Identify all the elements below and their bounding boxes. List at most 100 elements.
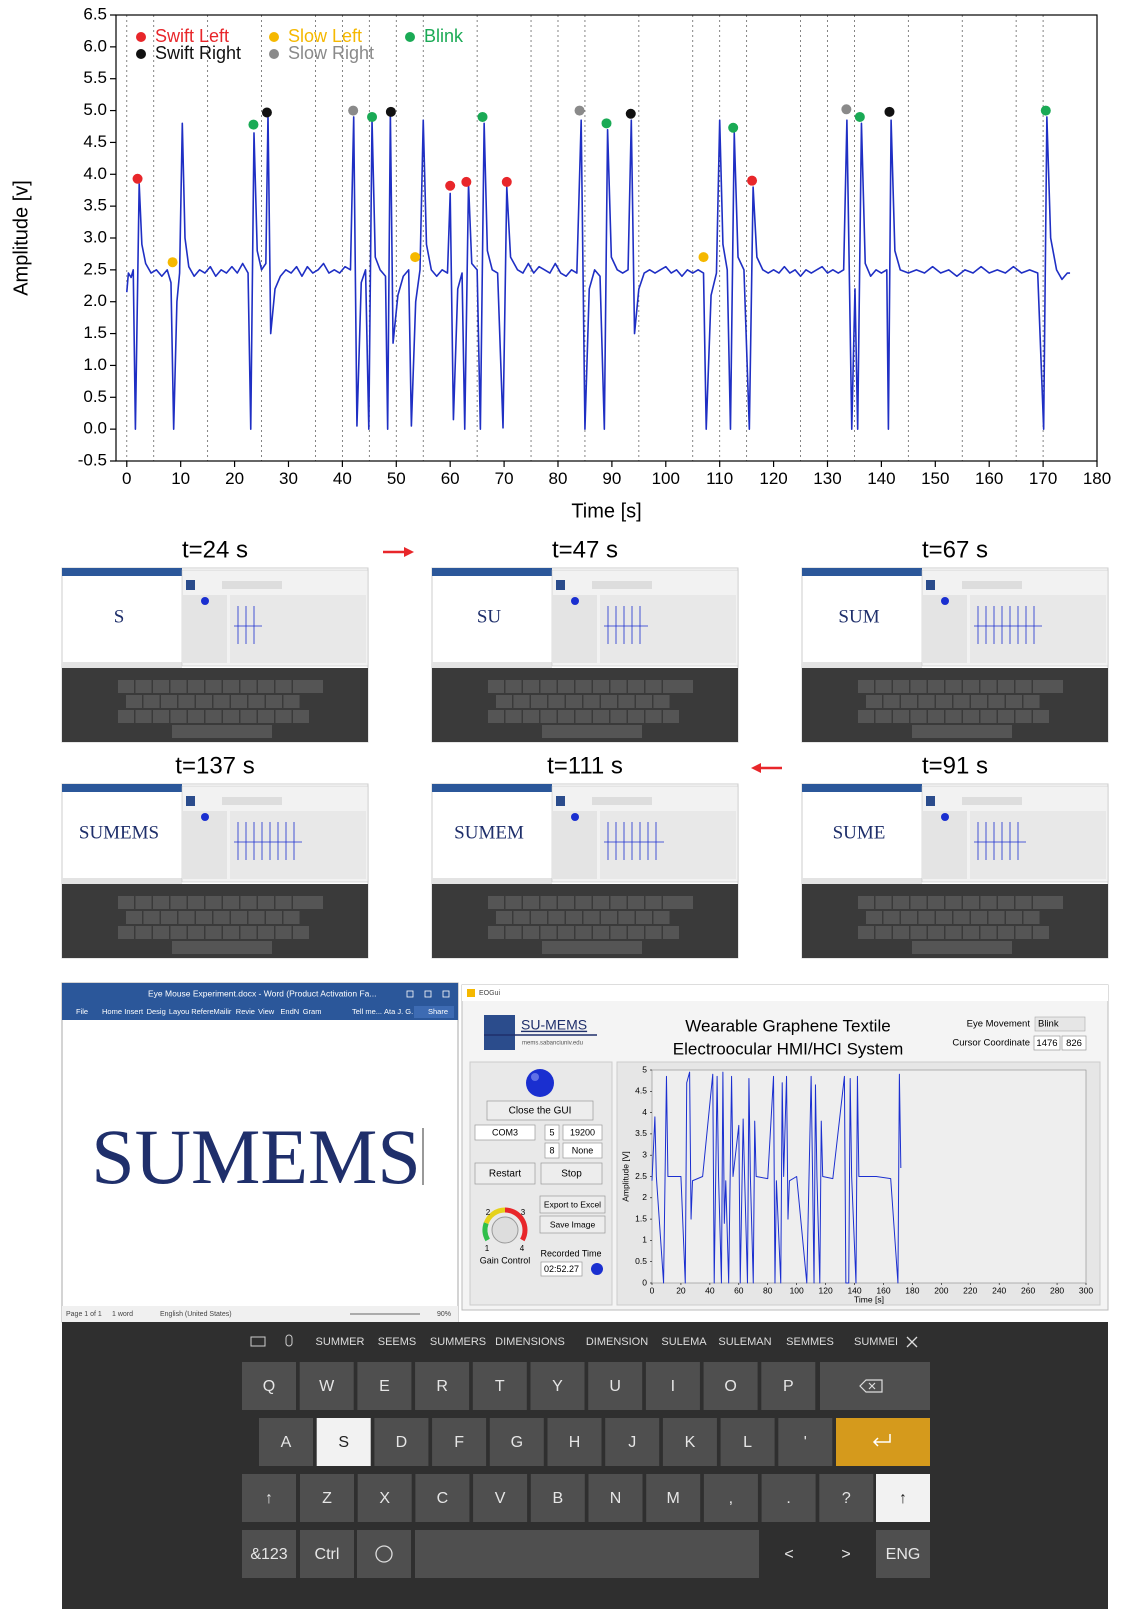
y-tick-label: 2.0: [83, 291, 107, 310]
mini-key: [893, 896, 909, 909]
mini-key: [619, 695, 635, 708]
suggestion[interactable]: SULEMAN: [718, 1336, 771, 1348]
mini-key: [601, 911, 617, 924]
suggestion[interactable]: SUMMERS: [430, 1336, 486, 1348]
parity-label: None: [572, 1145, 594, 1155]
suggestion[interactable]: SEEMS: [378, 1336, 417, 1348]
gui-ball: [571, 813, 579, 821]
word-statusbar: [62, 878, 182, 884]
space-key[interactable]: [415, 1530, 759, 1578]
mini-key: [523, 926, 539, 939]
gui-title-bar: [592, 797, 652, 805]
mini-key: [936, 695, 952, 708]
event-marker: [602, 118, 612, 128]
key-label: I: [671, 1378, 675, 1395]
recorded-time-label: 02:52.27: [544, 1264, 579, 1274]
key-label: N: [610, 1490, 622, 1507]
x-tick-label: 180: [905, 1286, 919, 1296]
mini-key: [919, 911, 935, 924]
gui-ball: [571, 597, 579, 605]
event-marker: [855, 112, 865, 122]
eye-movement: Blink: [1038, 1019, 1059, 1030]
emoji-key[interactable]: [357, 1530, 411, 1578]
key-label: K: [685, 1434, 696, 1451]
mini-key: [963, 680, 979, 693]
word-tab: View: [258, 1007, 275, 1016]
mini-key: [206, 710, 222, 723]
x-tick-label: 160: [975, 469, 1003, 488]
y-tick-label: 0: [642, 1277, 647, 1287]
y-tick-label: 4.5: [83, 132, 107, 151]
panel-time: t=137 s: [175, 752, 254, 779]
mini-key: [593, 926, 609, 939]
mini-key: [153, 680, 169, 693]
mini-key: [284, 911, 300, 924]
y-tick-label: 0.0: [83, 419, 107, 438]
mini-key: [196, 695, 212, 708]
backspace-key[interactable]: [820, 1362, 930, 1410]
y-tick-label: 3: [642, 1149, 647, 1159]
y-tick-label: 6.0: [83, 36, 107, 55]
mini-key: [541, 680, 557, 693]
mini-key: [1033, 680, 1063, 693]
gui-plot: [230, 811, 366, 879]
mini-key: [963, 926, 979, 939]
mini-key: [663, 896, 693, 909]
mini-key: [488, 896, 504, 909]
port-select-label: COM3: [492, 1127, 518, 1137]
mini-key: [118, 710, 134, 723]
mini-key: [293, 926, 309, 939]
mini-key: [223, 710, 239, 723]
mini-key: [523, 680, 539, 693]
word-tab: Desig: [147, 1007, 166, 1016]
mini-key: [206, 896, 222, 909]
gui-plot: [970, 811, 1106, 879]
key-label: H: [569, 1434, 581, 1451]
gui-ball: [201, 597, 209, 605]
key-label: ?: [842, 1490, 851, 1507]
mini-key: [1016, 680, 1032, 693]
mini-key: [946, 896, 962, 909]
key-label: S: [338, 1434, 349, 1451]
gui-titlebar: [462, 985, 1108, 1001]
mini-key: [258, 710, 274, 723]
mini-key: [1006, 695, 1022, 708]
mini-space: [912, 725, 1012, 738]
y-tick-label: 1.5: [635, 1213, 647, 1223]
mini-key: [646, 896, 662, 909]
mini-key: [188, 926, 204, 939]
panel-time: t=24 s: [182, 536, 248, 563]
suggestion[interactable]: SUMMER: [316, 1336, 365, 1348]
mini-space: [172, 725, 272, 738]
mini-key: [514, 911, 530, 924]
y-tick-label: 3.5: [83, 196, 107, 215]
panel-time: t=111 s: [547, 752, 623, 779]
mini-key: [911, 680, 927, 693]
mini-key: [214, 911, 230, 924]
mini-key: [223, 680, 239, 693]
mini-key: [241, 680, 257, 693]
mini-key: [144, 695, 160, 708]
mini-key: [549, 911, 565, 924]
mini-key: [946, 926, 962, 939]
gui-controls: [553, 595, 597, 663]
suggestion[interactable]: SUMMEI: [854, 1336, 898, 1348]
key-label: O: [724, 1378, 736, 1395]
key-label: U: [609, 1378, 621, 1395]
mini-key: [884, 911, 900, 924]
mini-key: [876, 710, 892, 723]
bits-label: 8: [549, 1145, 554, 1155]
suggestion[interactable]: DIMENSION: [586, 1336, 648, 1348]
legend-marker: [269, 49, 279, 59]
suggestion[interactable]: SULEMA: [661, 1336, 707, 1348]
suggestion[interactable]: DIMENSIONS: [495, 1336, 565, 1348]
mini-key: [928, 926, 944, 939]
gui-logo: [556, 796, 565, 806]
mini-key: [936, 911, 952, 924]
gui-plot: [230, 595, 366, 663]
mini-key: [206, 926, 222, 939]
suggestion[interactable]: SEMMES: [786, 1336, 834, 1348]
mini-key: [188, 680, 204, 693]
mini-key: [506, 896, 522, 909]
x-tick-label: 80: [549, 469, 568, 488]
